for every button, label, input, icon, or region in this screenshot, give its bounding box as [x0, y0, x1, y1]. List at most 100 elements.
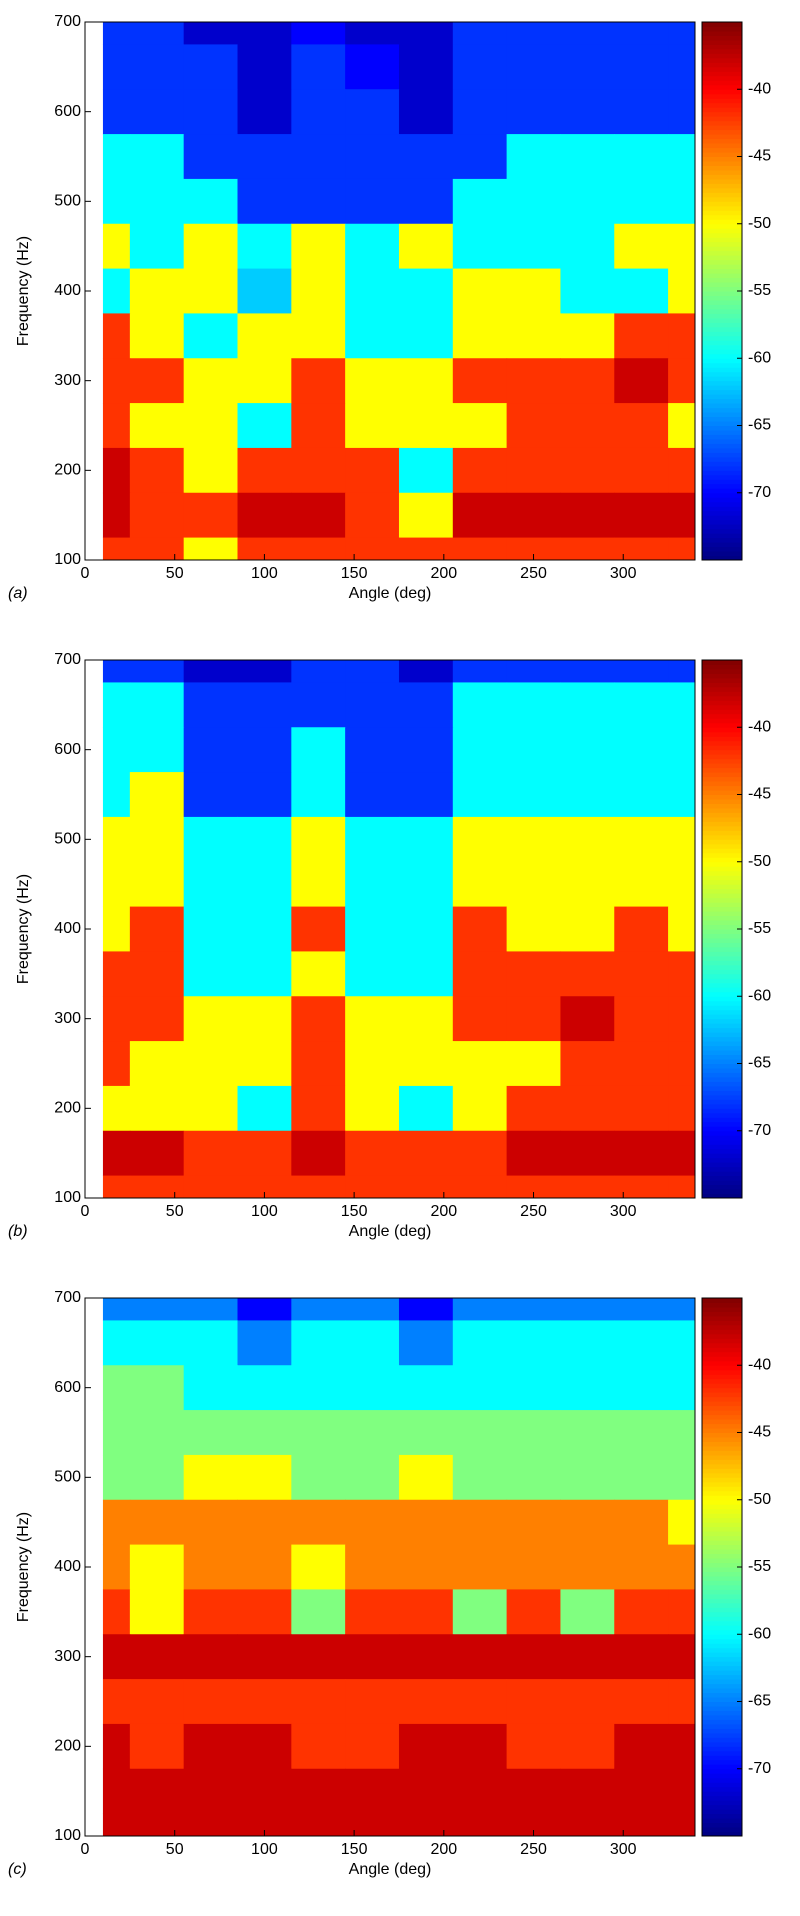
contour-cell: [560, 660, 615, 683]
y-tick-label: 200: [54, 462, 81, 479]
colorbar-step: [702, 1786, 742, 1792]
contour-cell: [452, 772, 508, 818]
colorbar-step: [702, 677, 742, 683]
colorbar-tick-label: -45: [748, 148, 771, 165]
contour-cell: [345, 44, 400, 90]
contour-cell: [398, 772, 454, 818]
contour-cell: [560, 89, 615, 135]
contour-cell: [129, 816, 185, 863]
contour-cell: [102, 906, 131, 952]
contour-cell: [237, 1130, 292, 1177]
colorbar-step: [702, 165, 742, 171]
colorbar-step: [702, 888, 742, 894]
colorbar-tick-label: -40: [748, 1356, 771, 1373]
contour-cell: [560, 1454, 615, 1501]
colorbar-step: [702, 718, 742, 724]
colorbar-step: [702, 1436, 742, 1442]
colorbar-step: [702, 1094, 742, 1100]
colorbar-step: [702, 1383, 742, 1389]
contour-cell: [398, 727, 454, 773]
colorbar-step: [702, 398, 742, 404]
colorbar-step: [702, 1544, 742, 1550]
contour-cell: [668, 727, 696, 773]
contour-cell: [398, 1175, 454, 1199]
contour-cell: [614, 682, 669, 728]
y-tick-label: 300: [54, 372, 81, 389]
colorbar-step: [702, 1401, 742, 1407]
contour-cell: [452, 403, 508, 449]
x-tick-label: 200: [430, 1841, 457, 1858]
colorbar-step: [702, 474, 742, 480]
colorbar-step: [702, 304, 742, 310]
colorbar-step: [702, 353, 742, 359]
colorbar-step: [702, 66, 742, 72]
colorbar-step: [702, 987, 742, 993]
contour-cell: [129, 134, 185, 180]
colorbar-tick-label: -50: [748, 1491, 771, 1508]
contour-cell: [345, 403, 400, 449]
contour-cell: [452, 1410, 508, 1456]
colorbar-step: [702, 1809, 742, 1815]
colorbar-step: [702, 1598, 742, 1604]
colorbar-step: [702, 447, 742, 453]
contour-cell: [129, 178, 185, 225]
colorbar-step: [702, 1027, 742, 1033]
colorbar-step: [702, 1683, 742, 1689]
colorbar-step: [702, 861, 742, 867]
contour-cell: [452, 1499, 508, 1546]
colorbar-step: [702, 946, 742, 952]
contour-cell: [452, 906, 508, 952]
contour-cell: [102, 1454, 131, 1501]
colorbar-step: [702, 1369, 742, 1375]
colorbar-step: [702, 53, 742, 59]
colorbar-step: [702, 812, 742, 818]
colorbar-step: [702, 89, 742, 95]
colorbar-step: [702, 798, 742, 804]
contour-cell: [291, 1768, 346, 1815]
contour-cell: [345, 1320, 400, 1366]
colorbar-step: [702, 673, 742, 679]
contour-cell: [291, 727, 346, 773]
contour-cell: [560, 358, 615, 404]
colorbar-step: [702, 1009, 742, 1015]
contour-cell: [452, 682, 508, 728]
colorbar-step: [702, 1589, 742, 1595]
contour-cell: [291, 89, 346, 135]
contour-cell: [506, 1320, 561, 1366]
contour-cell: [237, 358, 292, 404]
contour-cell: [560, 492, 615, 539]
colorbar-step: [702, 268, 742, 274]
colorbar-step: [702, 1575, 742, 1581]
contour-cell: [452, 1454, 508, 1501]
contour-cell: [506, 537, 561, 561]
contour-cell: [452, 727, 508, 773]
contour-cell: [183, 1130, 238, 1177]
contour-cell: [668, 1768, 696, 1815]
contour-cell: [398, 660, 454, 683]
contour-cell: [668, 223, 696, 270]
colorbar-step: [702, 1459, 742, 1465]
contour-cell: [560, 1499, 615, 1546]
contour-cell: [506, 861, 561, 908]
colorbar-step: [702, 551, 742, 557]
colorbar-step: [702, 1661, 742, 1667]
contour-cell: [345, 1410, 400, 1456]
colorbar-step: [702, 996, 742, 1002]
contour-cell: [291, 537, 346, 561]
colorbar-step: [702, 915, 742, 921]
contour-cell: [668, 1130, 696, 1177]
contour-cell: [506, 660, 561, 683]
contour-cell: [129, 772, 185, 818]
colorbar-step: [702, 1656, 742, 1662]
contour-cell: [183, 1544, 238, 1590]
colorbar-step: [702, 1072, 742, 1078]
colorbar-step: [702, 830, 742, 836]
contour-cell: [398, 906, 454, 952]
contour-cell: [668, 1454, 696, 1501]
contour-cell: [291, 1813, 346, 1837]
contour-cell: [345, 951, 400, 997]
colorbar-step: [702, 1611, 742, 1617]
colorbar-tick-label: -45: [748, 1424, 771, 1441]
colorbar-step: [702, 767, 742, 773]
colorbar-step: [702, 57, 742, 63]
